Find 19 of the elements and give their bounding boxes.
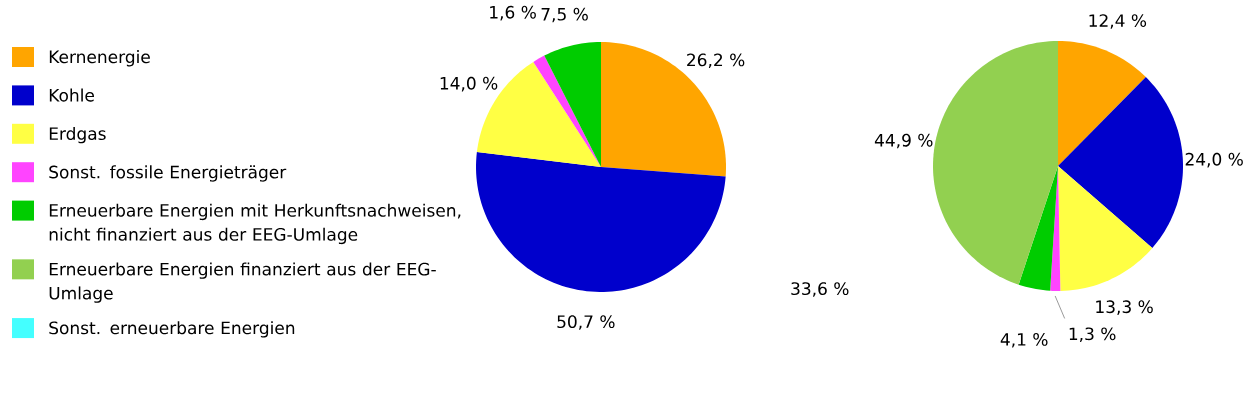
legend-label: Sonst. erneuerbare Energien <box>49 321 295 338</box>
data-label: 12,4 % <box>1089 14 1147 29</box>
data-label: 1,3 % <box>1069 327 1116 343</box>
legend-label: Erdgas <box>49 126 106 144</box>
data-label: 7,5 % <box>541 7 588 23</box>
legend-label: Kernenergie <box>49 50 150 67</box>
data-label: 14,0 % <box>440 76 498 92</box>
data-label: 44,9 % <box>874 133 933 149</box>
legend-label: Erneuerbare Energien finanziert aus der EEG-Umlage <box>49 262 436 303</box>
text: 33,6 % <box>791 282 849 297</box>
legend-label: Kohle <box>49 88 94 102</box>
data-label: 26,2 % <box>687 53 745 69</box>
data-label: 50,7 % <box>557 315 615 330</box>
data-label: 1,6 % <box>490 5 536 21</box>
data-label: 13,3 % <box>1096 300 1153 315</box>
data-label: 4,1 % <box>1000 332 1048 348</box>
legend-label: Sonst. fossile Energieträger <box>49 165 287 182</box>
legend-label: Erneuerbare Energien mit Herkunftsnachweisen, nicht finanziert aus der EEG-Umlage <box>49 203 461 245</box>
data-label: 24,0 % <box>1185 152 1243 168</box>
